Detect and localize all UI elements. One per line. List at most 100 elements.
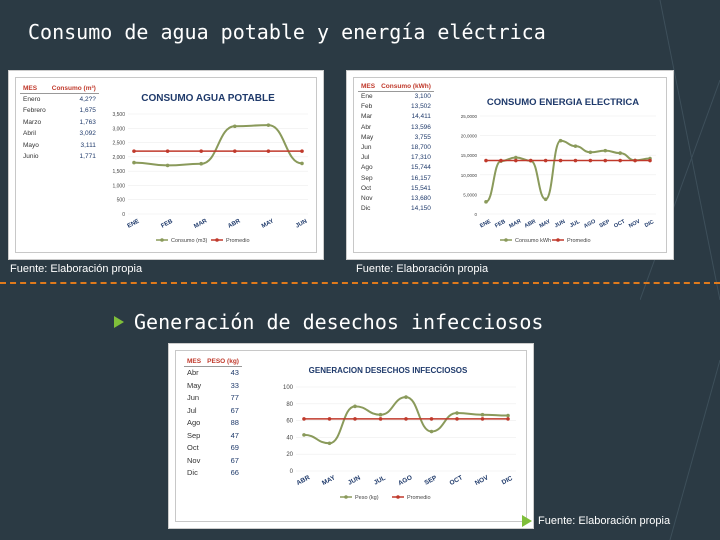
month-cell: Ene bbox=[361, 93, 373, 100]
table-header: Consumo (m³) bbox=[48, 84, 99, 94]
series-line bbox=[485, 139, 651, 203]
data-point bbox=[132, 160, 136, 165]
page-title-waste: Generación de desechos infecciosos bbox=[134, 310, 544, 334]
x-tick-label: ABR bbox=[295, 474, 311, 487]
month-cell: May bbox=[187, 380, 202, 390]
x-tick-label: FEB bbox=[494, 219, 507, 229]
value-cell: 18,700 bbox=[411, 144, 431, 152]
x-tick-label: FEB bbox=[160, 218, 174, 229]
data-point bbox=[266, 149, 271, 153]
x-tick-label: OCT bbox=[449, 474, 464, 487]
month-cell: Jun bbox=[361, 144, 372, 152]
table-row: Sep 16,157 bbox=[358, 174, 434, 184]
waste-chart-panel: MES PESO (kg) Abr 43 May 33 Jun 77 Jul 67 Ago 88 S… bbox=[168, 343, 534, 529]
data-point bbox=[558, 138, 563, 143]
x-tick-label: NOV bbox=[474, 474, 490, 487]
table-header: MES bbox=[184, 357, 205, 367]
x-tick-label: MAY bbox=[539, 219, 552, 230]
month-cell: Marzo bbox=[23, 118, 42, 126]
value-cell: 88 bbox=[230, 418, 239, 427]
table-row: Enero 4,2?? bbox=[20, 94, 99, 106]
legend-marker bbox=[396, 495, 400, 499]
x-tick-label: OCT bbox=[613, 218, 627, 229]
data-point bbox=[455, 417, 459, 421]
y-tick-label: 2,000 bbox=[112, 155, 125, 161]
month-cell: Oct bbox=[361, 184, 372, 192]
legend-marker bbox=[504, 238, 508, 242]
data-point bbox=[514, 155, 518, 160]
month-cell: Sep bbox=[187, 430, 201, 440]
data-point bbox=[480, 412, 485, 417]
bullet-arrow-icon bbox=[522, 515, 532, 527]
data-point bbox=[199, 161, 203, 166]
value-cell: 16,157 bbox=[411, 174, 431, 182]
month-cell: Mayo bbox=[23, 141, 39, 149]
y-tick-label: 500 bbox=[117, 198, 126, 204]
energy-data-table: MES Consumo (kWh) Ene 3,100 Feb 13,502 Mar 14… bbox=[358, 82, 434, 214]
value-cell: 47 bbox=[230, 430, 239, 440]
x-tick-label: NOV bbox=[628, 219, 642, 230]
month-cell: Febrero bbox=[23, 107, 46, 115]
x-tick-label: MAY bbox=[261, 218, 275, 229]
month-cell: Feb bbox=[361, 103, 373, 111]
data-point bbox=[618, 151, 622, 155]
month-cell: Abr bbox=[361, 123, 372, 131]
x-tick-label: DIC bbox=[501, 475, 514, 487]
legend-marker bbox=[215, 238, 219, 242]
table-row: Oct 69 bbox=[184, 442, 242, 455]
value-cell: 1,763 bbox=[79, 118, 96, 126]
data-point bbox=[588, 158, 593, 163]
value-cell: 14,150 bbox=[411, 205, 431, 213]
data-point bbox=[378, 417, 383, 421]
energy-chart-frame: MES Consumo (kWh) Ene 3,100 Feb 13,502 Mar 14… bbox=[353, 77, 667, 253]
caption-energy: Fuente: Elaboración propia bbox=[356, 263, 489, 275]
month-cell: Jul bbox=[361, 154, 370, 162]
chart-title: GENERACION DESECHOS INFECCIOSOS bbox=[309, 366, 468, 375]
caption-waste: Fuente: Elaboración propia bbox=[538, 515, 671, 527]
y-tick-label: 0 bbox=[122, 212, 125, 218]
water-chart-panel: MES Consumo (m³) Enero 4,2?? Febrero 1,675 M… bbox=[8, 70, 324, 260]
table-row: May 33 bbox=[184, 380, 242, 393]
data-point bbox=[404, 417, 408, 421]
table-row: Dic 66 bbox=[184, 467, 242, 480]
table-header: MES bbox=[358, 82, 379, 92]
table-row: Mar 14,411 bbox=[358, 112, 434, 122]
water-line-chart: CONSUMO AGUA POTABLE 0 500 1,000 1,500 2,000 2… bbox=[112, 93, 308, 244]
chart-title: CONSUMO ENERGIA ELECTRICA bbox=[487, 97, 639, 108]
x-tick-label: MAY bbox=[321, 474, 337, 487]
x-tick-label: JUN bbox=[554, 219, 567, 229]
chart-title: CONSUMO AGUA POTABLE bbox=[141, 93, 275, 104]
data-point bbox=[573, 144, 578, 148]
y-tick-label: 40 bbox=[286, 435, 293, 441]
month-cell: Nov bbox=[361, 195, 373, 203]
table-row: Nov 13,680 bbox=[358, 194, 434, 204]
data-point bbox=[484, 158, 488, 163]
value-cell: 13,680 bbox=[411, 195, 431, 203]
legend-marker bbox=[344, 495, 348, 499]
y-tick-label: 1,000 bbox=[112, 183, 125, 189]
waste-chart-frame: MES PESO (kg) Abr 43 May 33 Jun 77 Jul 67 Ago 88 S… bbox=[175, 350, 527, 522]
data-point bbox=[588, 150, 593, 155]
y-tick-label: 100 bbox=[283, 385, 294, 391]
value-cell: 77 bbox=[230, 393, 239, 402]
caption-water: Fuente: Elaboración propia bbox=[10, 263, 143, 275]
x-tick-label: JUL bbox=[373, 475, 387, 487]
value-cell: 3,111 bbox=[80, 141, 96, 149]
data-point bbox=[528, 158, 533, 163]
value-cell: 13,596 bbox=[411, 123, 431, 131]
y-tick-label: 10,0000 bbox=[461, 173, 478, 178]
y-tick-label: 60 bbox=[286, 419, 293, 425]
value-cell: 67 bbox=[230, 405, 239, 415]
data-point bbox=[404, 395, 408, 399]
table-header: MES bbox=[20, 84, 49, 94]
table-row: Abril 3,092 bbox=[20, 128, 99, 139]
data-point bbox=[199, 149, 203, 153]
x-tick-label: AGO bbox=[583, 218, 598, 230]
month-cell: Sep bbox=[361, 174, 373, 182]
data-point bbox=[543, 158, 548, 163]
data-point bbox=[603, 158, 608, 163]
y-tick-label: 2,500 bbox=[112, 141, 125, 147]
y-tick-label: 3,500 bbox=[112, 112, 125, 118]
table-row: Junio 1,771 bbox=[20, 151, 99, 162]
table-row: Ene 3,100 bbox=[358, 92, 434, 103]
